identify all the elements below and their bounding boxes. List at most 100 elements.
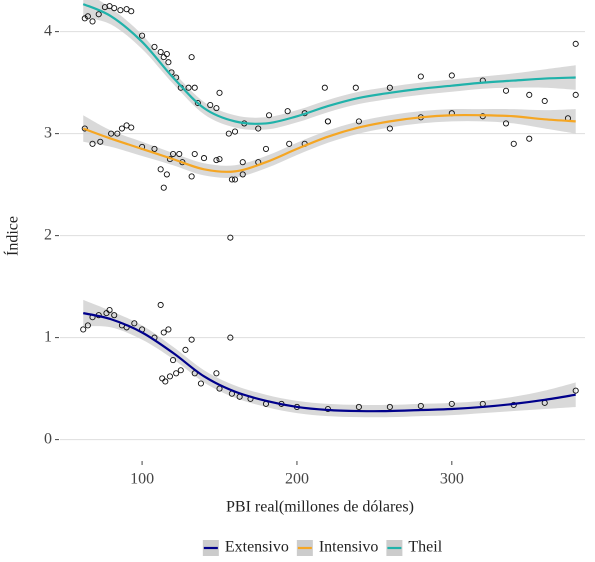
data-point — [284, 108, 291, 115]
data-point — [352, 84, 359, 91]
y-tick-label: 0 — [44, 430, 52, 447]
data-point — [81, 125, 88, 132]
data-point — [231, 176, 239, 183]
data-point — [160, 329, 167, 336]
data-point — [188, 54, 195, 61]
data-point — [572, 387, 579, 394]
data-point — [157, 166, 164, 173]
data-point — [131, 320, 138, 327]
data-point — [139, 32, 146, 39]
data-point — [80, 326, 87, 333]
data-point — [151, 145, 158, 152]
data-point — [200, 155, 208, 162]
confidence-band — [83, 108, 576, 178]
data-point — [216, 156, 223, 163]
data-point — [103, 310, 110, 317]
data-point — [502, 120, 510, 127]
data-point — [159, 375, 166, 382]
data-point — [157, 301, 164, 309]
data-point — [81, 15, 88, 22]
data-point — [448, 72, 455, 79]
data-point — [177, 367, 184, 374]
data-point — [89, 18, 96, 25]
data-point — [386, 125, 393, 132]
data-point — [111, 312, 118, 319]
data-point — [572, 91, 579, 98]
data-point — [213, 157, 220, 164]
data-point — [502, 87, 510, 94]
x-axis-label: PBI real(millones de dólares) — [226, 499, 414, 516]
data-point — [510, 140, 517, 147]
data-point — [108, 130, 115, 137]
y-tick-label: 1 — [44, 328, 52, 345]
confidence-band — [83, 299, 576, 418]
fit-line — [82, 312, 576, 413]
y-axis-label: Índice — [3, 216, 22, 256]
data-point — [173, 370, 180, 377]
data-point — [170, 356, 177, 364]
data-point — [170, 150, 177, 158]
data-point — [165, 326, 172, 333]
data-point — [157, 48, 164, 56]
data-point — [194, 99, 201, 107]
data-point — [355, 403, 362, 411]
data-point — [111, 5, 118, 12]
data-point — [255, 125, 262, 132]
data-point — [128, 8, 135, 15]
data-point — [118, 125, 125, 132]
data-point — [176, 150, 183, 158]
data-point — [448, 400, 455, 407]
data-point — [417, 73, 424, 80]
data-point — [541, 97, 548, 105]
data-point — [97, 138, 104, 145]
y-tick-label: 4 — [44, 22, 52, 39]
data-point — [231, 128, 239, 135]
data-point — [95, 11, 102, 18]
y-tick-label: 3 — [44, 124, 52, 141]
data-point — [216, 89, 223, 96]
data-point — [321, 84, 328, 91]
data-point — [417, 402, 424, 409]
data-point — [84, 13, 91, 20]
data-point — [163, 171, 170, 178]
data-point — [227, 334, 234, 341]
data-point — [106, 307, 113, 314]
data-point — [185, 84, 192, 91]
x-tick-label: 300 — [440, 471, 464, 488]
data-point — [213, 105, 220, 112]
confidence-band — [83, 0, 576, 130]
data-point — [239, 171, 246, 178]
data-point — [188, 173, 195, 180]
legend-label: Extensivo — [225, 539, 289, 556]
data-point — [266, 112, 273, 119]
data-point — [207, 102, 214, 109]
y-tick-label: 2 — [44, 226, 52, 243]
legend-label: Intensivo — [319, 539, 379, 556]
data-point — [188, 336, 195, 343]
data-point — [572, 40, 579, 47]
data-point — [526, 91, 533, 98]
data-point — [386, 403, 393, 411]
data-point — [162, 378, 169, 385]
legend: Extensivo Intensivo Theil — [202, 539, 443, 556]
data-point — [355, 118, 362, 125]
data-point — [262, 145, 270, 152]
data-point — [386, 84, 393, 91]
fit-line — [82, 3, 576, 125]
data-point — [239, 159, 246, 166]
data-point — [228, 176, 235, 183]
data-point — [114, 130, 121, 137]
legend-label: Theil — [408, 539, 442, 556]
data-point — [89, 140, 96, 147]
data-point — [84, 322, 91, 329]
data-point — [227, 234, 234, 241]
data-point — [160, 184, 167, 191]
data-point — [182, 346, 189, 353]
data-point — [166, 373, 174, 380]
data-point — [160, 54, 167, 61]
data-point — [163, 51, 170, 58]
x-tick-label: 100 — [130, 471, 154, 488]
data-point — [286, 140, 293, 147]
data-point — [526, 135, 533, 142]
